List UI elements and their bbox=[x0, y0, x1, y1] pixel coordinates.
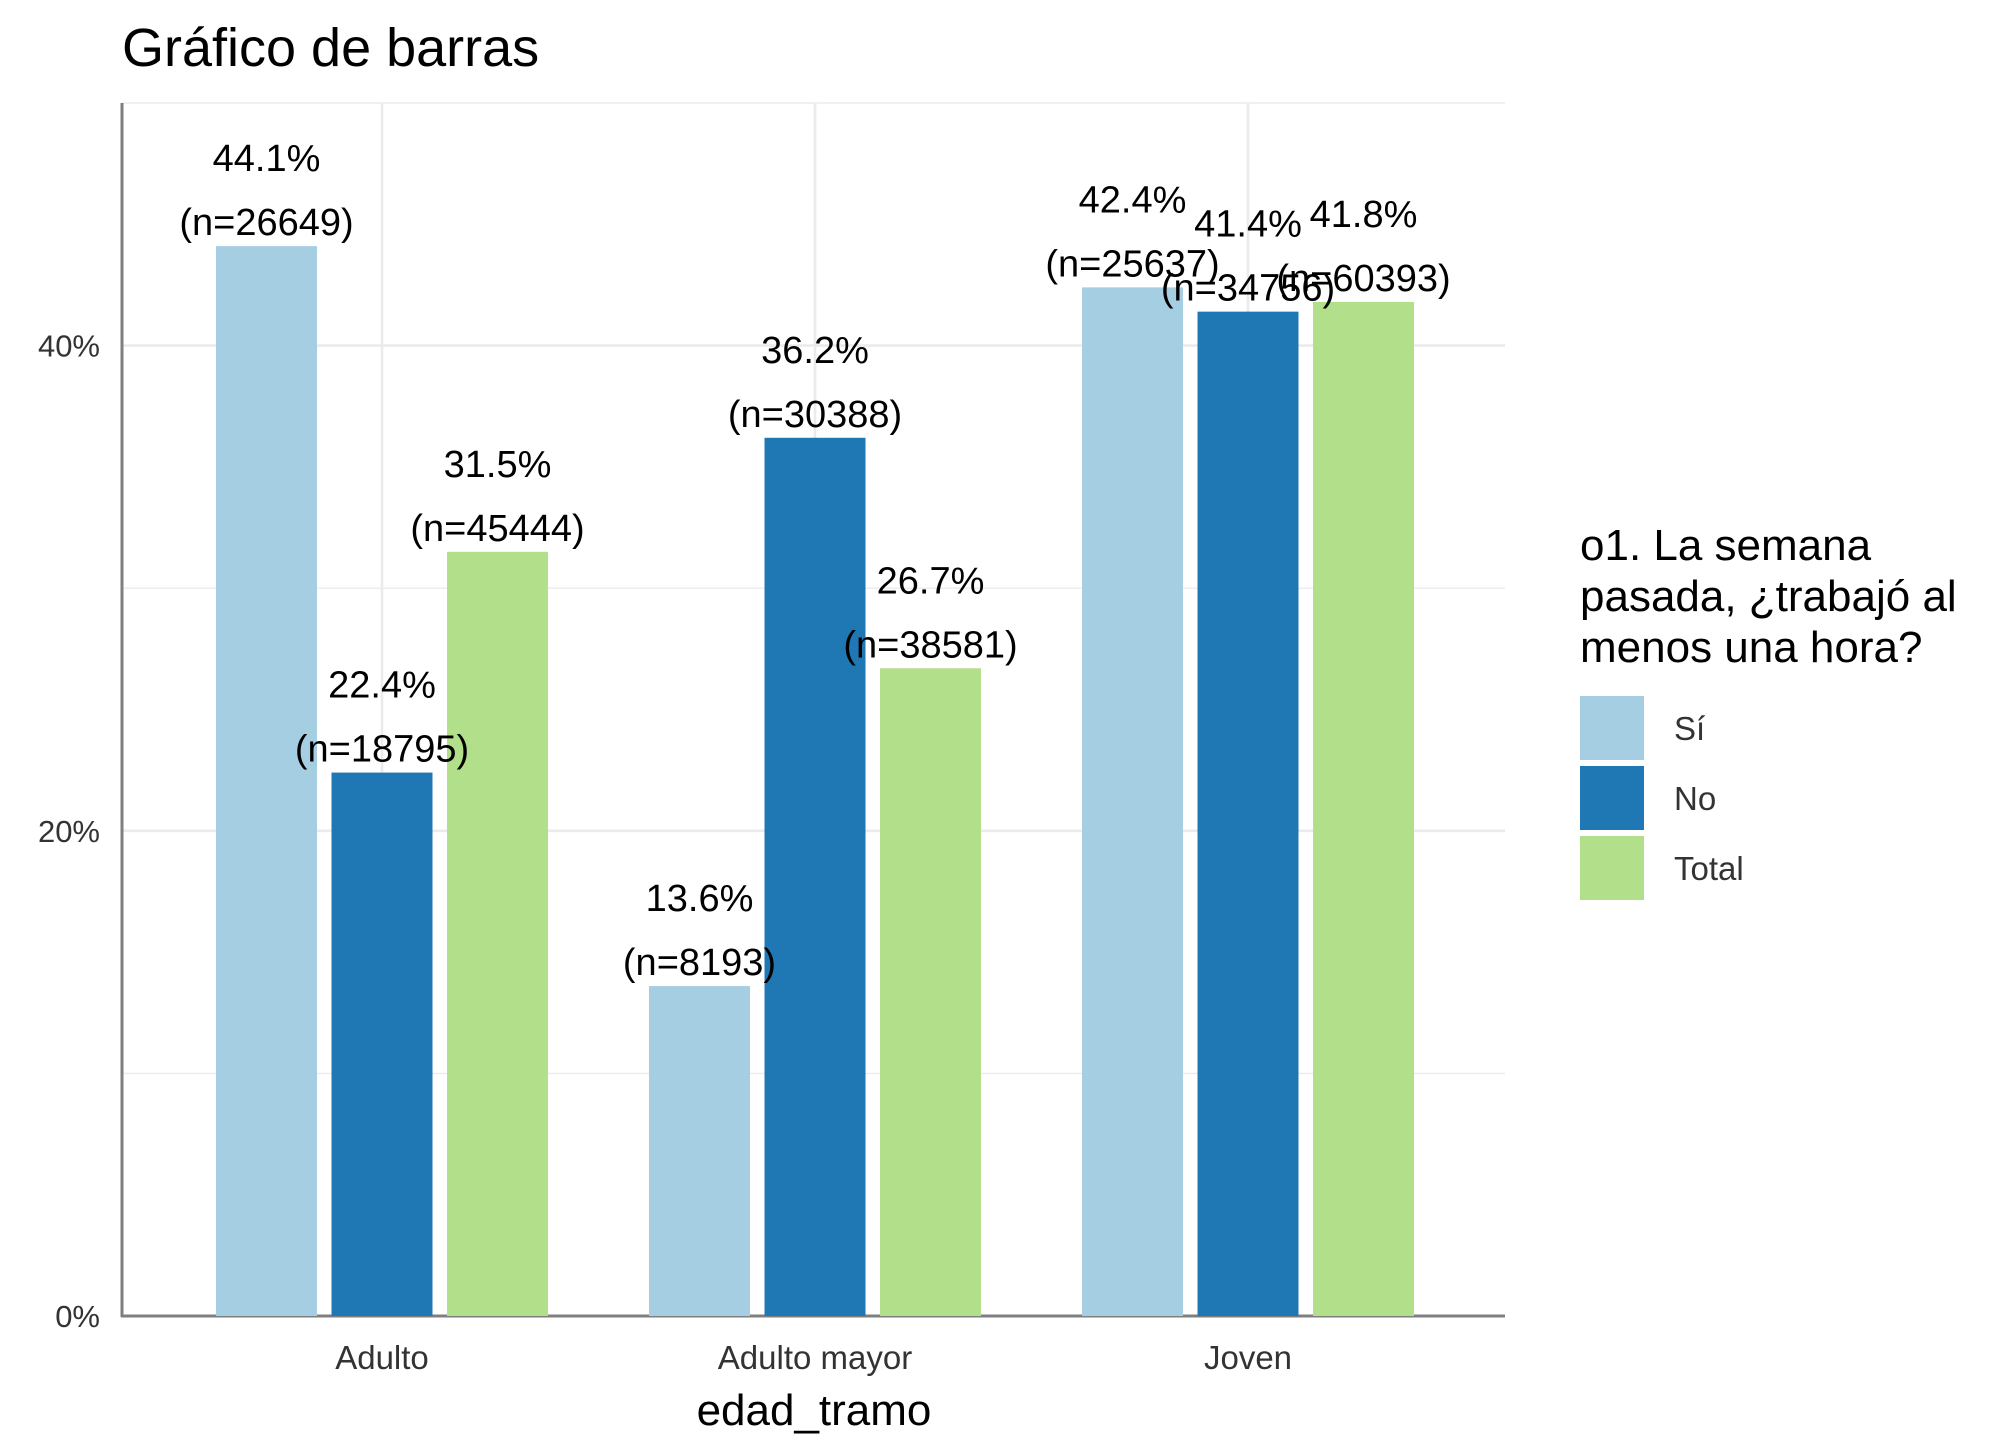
bar bbox=[1313, 301, 1414, 1316]
bar-labels: 44.1% (n=26649) 13.6% (n=8193) 42.4% (n=25637… bbox=[179, 138, 1450, 984]
bar-count-label: (n=34756) bbox=[1161, 268, 1335, 310]
bar-count-label: (n=30388) bbox=[728, 394, 902, 436]
legend-title: menos una hora? bbox=[1580, 623, 1922, 672]
bar-count-label: (n=45444) bbox=[410, 508, 584, 550]
legend-title: o1. La semana bbox=[1580, 521, 1872, 570]
legend-label: Sí bbox=[1674, 710, 1705, 747]
legend-key bbox=[1580, 696, 1644, 760]
bar-value-label: 41.8% bbox=[1310, 194, 1418, 236]
bar-value-label: 26.7% bbox=[877, 560, 985, 602]
bar-count-label: (n=26649) bbox=[179, 202, 353, 244]
tick-labels: 0% 20% 40% Adulto Adulto mayor Joven bbox=[38, 329, 1292, 1376]
legend-key bbox=[1580, 836, 1644, 900]
x-tick-label: Adulto mayor bbox=[718, 1339, 912, 1376]
y-tick-label: 0% bbox=[55, 1299, 100, 1334]
bar bbox=[764, 437, 866, 1317]
bar-value-label: 44.1% bbox=[213, 138, 321, 180]
x-axis-title: edad_tramo bbox=[697, 1386, 932, 1435]
legend-label: Total bbox=[1674, 850, 1744, 887]
x-tick-label: Joven bbox=[1204, 1339, 1292, 1376]
bar-count-label: (n=25637) bbox=[1045, 243, 1219, 285]
bar-count-label: (n=18795) bbox=[295, 729, 469, 771]
bar-value-label: 42.4% bbox=[1079, 179, 1187, 221]
bar-count-label: (n=38581) bbox=[843, 624, 1017, 666]
y-tick-label: 40% bbox=[38, 329, 100, 364]
bar bbox=[331, 772, 433, 1316]
chart-title: Gráfico de barras bbox=[122, 18, 539, 78]
legend-title: pasada, ¿trabajó al bbox=[1580, 572, 1957, 621]
bar bbox=[1082, 287, 1183, 1317]
bar-value-label: 36.2% bbox=[761, 330, 869, 372]
bar-value-label: 22.4% bbox=[328, 665, 436, 707]
bar-value-label: 13.6% bbox=[646, 878, 754, 920]
bar bbox=[1197, 311, 1299, 1316]
bar-count-label: (n=60393) bbox=[1276, 258, 1450, 300]
bar-count-label: (n=8193) bbox=[623, 942, 776, 984]
x-tick-label: Adulto bbox=[335, 1339, 429, 1376]
legend-label: No bbox=[1674, 780, 1716, 817]
bar-value-label: 41.4% bbox=[1194, 204, 1302, 246]
legend-key bbox=[1580, 766, 1644, 830]
bar bbox=[447, 551, 548, 1316]
bars bbox=[216, 246, 1414, 1317]
bar-value-label: 31.5% bbox=[444, 444, 552, 486]
bar bbox=[216, 246, 317, 1316]
bar bbox=[880, 668, 981, 1316]
bar bbox=[649, 986, 750, 1316]
y-tick-label: 20% bbox=[38, 814, 100, 849]
